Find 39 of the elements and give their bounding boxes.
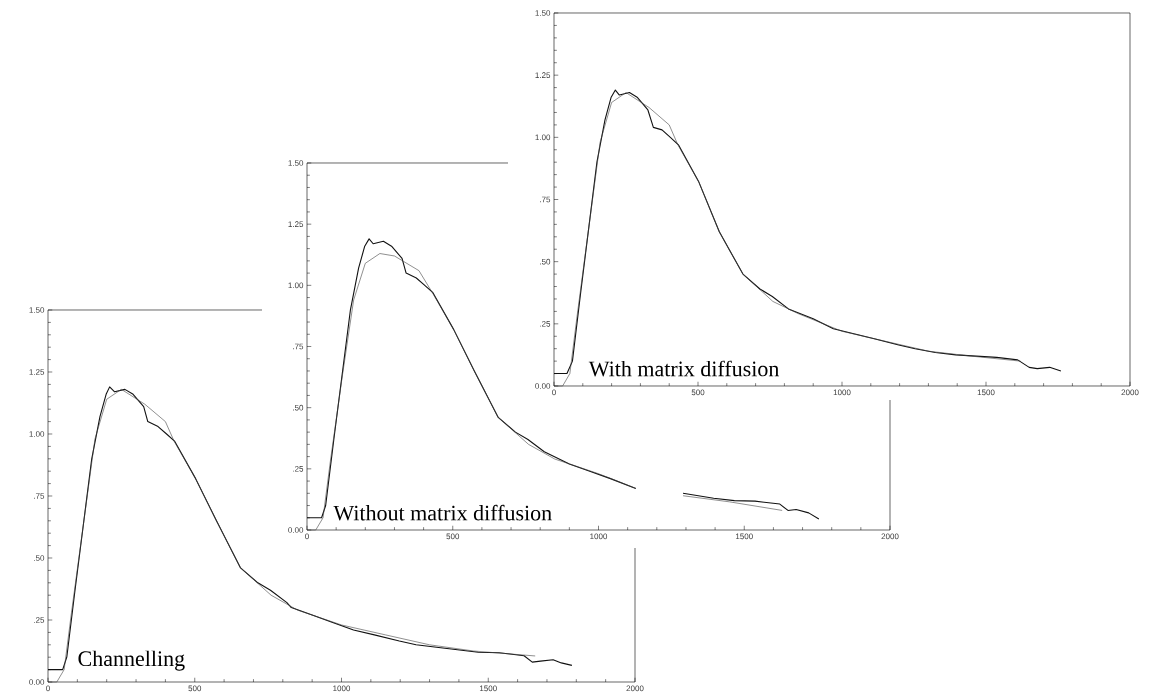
y-tick-label: 1.25 [535, 72, 551, 78]
y-tick-label: 1.25 [288, 221, 304, 227]
x-tick-label: 1000 [833, 389, 851, 396]
x-tick-label: 2000 [626, 685, 644, 692]
y-tick-label: 1.00 [535, 134, 551, 141]
y-tick-label: 1.50 [535, 10, 551, 16]
x-tick-label: 1500 [977, 389, 995, 396]
y-tick-label: .50 [540, 258, 551, 265]
x-tick-label: 0 [305, 533, 309, 540]
x-tick-label: 0 [552, 389, 556, 396]
x-tick-label: 2000 [1121, 389, 1139, 396]
y-tick-label: 0.00 [29, 679, 45, 685]
y-tick-label: 1.50 [288, 160, 304, 166]
x-tick-label: 2000 [881, 533, 899, 540]
annotation: With matrix diffusion [588, 360, 780, 377]
x-tick-label: 1000 [333, 685, 351, 692]
x-tick-label: 500 [446, 533, 460, 540]
y-tick-label: 1.00 [288, 282, 304, 289]
y-tick-label: .50 [293, 404, 304, 411]
x-tick-label: 0 [46, 685, 50, 692]
y-tick-label: 1.00 [29, 431, 45, 437]
y-tick-label: .75 [34, 493, 45, 499]
y-tick-label: 0.00 [288, 527, 304, 533]
x-tick-label: 1500 [735, 533, 753, 540]
annotation: Channelling [78, 650, 185, 671]
x-tick-label: 500 [188, 685, 202, 692]
y-tick-label: .25 [34, 617, 45, 623]
y-tick-label: .75 [293, 343, 304, 350]
annotation: Without matrix diffusion [333, 504, 552, 521]
y-tick-label: 1.25 [29, 369, 45, 375]
y-tick-label: 1.50 [29, 307, 45, 313]
y-tick-label: .25 [293, 466, 304, 472]
y-tick-label: .50 [34, 555, 45, 561]
x-tick-label: 1000 [590, 533, 608, 540]
y-tick-label: .25 [540, 321, 551, 327]
y-tick-label: 0.00 [535, 383, 551, 389]
x-tick-label: 500 [691, 389, 705, 396]
y-tick-label: .75 [540, 196, 551, 203]
x-tick-label: 1500 [479, 685, 497, 692]
